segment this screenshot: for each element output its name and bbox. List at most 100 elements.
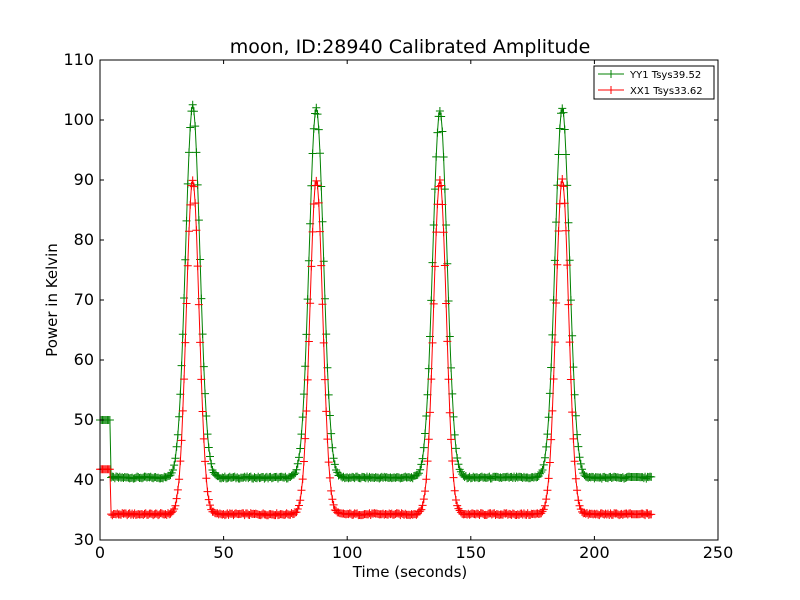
data-point — [206, 452, 215, 461]
data-point — [204, 495, 213, 504]
x-axis-label: Time (seconds) — [352, 563, 468, 581]
data-point — [568, 408, 577, 417]
data-point — [538, 507, 547, 516]
data-point — [172, 494, 181, 503]
data-point — [555, 124, 564, 133]
data-point — [312, 176, 321, 185]
data-point — [312, 103, 321, 112]
data-point — [327, 486, 336, 495]
data-point — [563, 261, 572, 270]
data-point — [564, 300, 573, 309]
data-point — [303, 375, 312, 384]
data-point — [559, 108, 568, 117]
data-point — [438, 200, 447, 209]
data-point — [176, 457, 185, 466]
data-point — [647, 510, 656, 519]
data-point — [194, 300, 203, 309]
data-point — [578, 465, 587, 474]
data-point — [296, 496, 305, 505]
data-point — [201, 457, 210, 466]
data-point — [292, 465, 301, 474]
data-point — [421, 429, 430, 438]
data-point — [448, 389, 457, 398]
data-point — [204, 443, 213, 452]
data-point — [573, 486, 582, 495]
data-point — [299, 457, 308, 466]
x-tick-label: 0 — [95, 543, 105, 562]
data-point — [559, 182, 568, 191]
data-point — [309, 124, 318, 133]
data-point — [290, 470, 299, 479]
data-point — [543, 430, 552, 439]
x-tick-label: 250 — [703, 543, 734, 562]
data-point — [449, 412, 458, 421]
data-point — [435, 176, 444, 185]
data-point — [325, 473, 334, 482]
data-point — [449, 473, 458, 482]
data-point — [445, 408, 454, 417]
y-tick-label: 30 — [74, 530, 94, 549]
data-point — [171, 454, 180, 463]
y-tick-label: 110 — [63, 50, 94, 69]
data-point — [545, 458, 554, 467]
data-point — [325, 411, 334, 420]
data-point — [181, 338, 190, 347]
data-point — [309, 200, 318, 208]
data-point — [417, 460, 426, 469]
data-point — [448, 456, 457, 465]
y-axis-label: Power in Kelvin — [43, 243, 61, 357]
data-point — [416, 507, 425, 516]
data-point — [294, 453, 303, 462]
data-point — [105, 416, 114, 424]
data-point — [322, 407, 331, 416]
data-point — [454, 460, 463, 469]
data-point — [180, 375, 189, 384]
y-tick-label: 90 — [74, 170, 94, 189]
data-point — [549, 374, 558, 383]
legend-label-yy1: YY1 Tsys39.52 — [629, 70, 701, 81]
data-point — [561, 226, 570, 235]
data-point — [318, 300, 327, 309]
data-point — [183, 261, 192, 270]
data-point — [450, 430, 459, 439]
y-tick-label: 100 — [63, 110, 94, 129]
data-point — [553, 260, 562, 269]
data-point — [170, 461, 179, 470]
data-point — [414, 469, 423, 478]
data-point — [206, 501, 215, 510]
data-point — [447, 435, 456, 444]
legend: YY1 Tsys39.52 XX1 Tsys33.62 — [593, 65, 715, 100]
data-point — [297, 430, 306, 439]
y-tick-label: 80 — [74, 230, 94, 249]
data-point — [207, 459, 216, 468]
data-point — [301, 434, 310, 443]
data-point — [329, 454, 338, 463]
data-point — [184, 148, 193, 157]
data-point — [314, 198, 323, 207]
data-point — [558, 104, 567, 113]
data-point — [575, 453, 584, 462]
data-point — [574, 442, 583, 451]
data-point — [192, 148, 201, 157]
data-point — [317, 261, 326, 270]
plot-background — [100, 60, 718, 540]
data-point — [647, 472, 656, 481]
data-point — [199, 434, 208, 443]
data-point — [175, 475, 184, 484]
data-point — [537, 468, 546, 477]
data-point — [175, 412, 184, 421]
data-point — [539, 505, 548, 514]
legend-box — [593, 65, 715, 100]
data-point — [323, 435, 332, 444]
data-point — [550, 338, 559, 347]
data-point — [418, 454, 427, 463]
legend-marker-xx1 — [607, 86, 615, 94]
data-point — [184, 227, 193, 236]
data-point — [438, 127, 447, 136]
data-point — [540, 501, 549, 510]
data-point — [313, 181, 322, 190]
data-point — [571, 411, 580, 420]
data-point — [542, 495, 551, 504]
data-point — [298, 413, 307, 422]
data-point — [574, 496, 583, 505]
